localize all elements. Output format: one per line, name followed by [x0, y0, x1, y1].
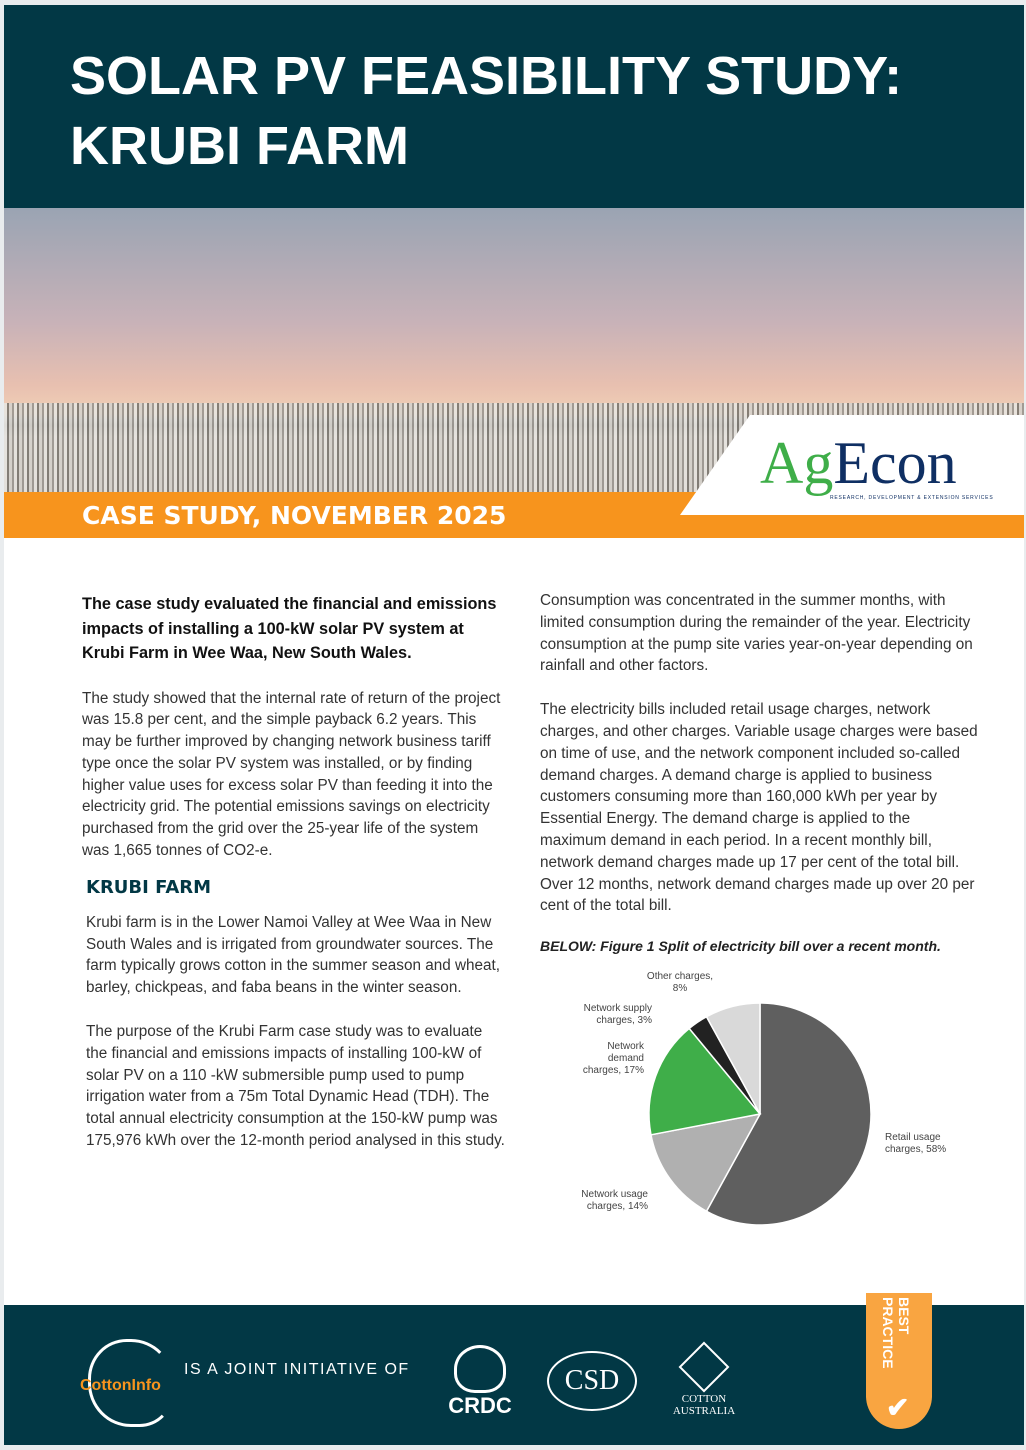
right-column: Consumption was concentrated in the summ… [540, 590, 980, 1235]
paragraph: The study showed that the internal rate … [82, 689, 501, 860]
pie-label: Network supply charges, 3% [584, 1003, 652, 1026]
page-title: SOLAR PV FEASIBILITY STUDY: KRUBI FARM [70, 46, 903, 176]
figure-caption: BELOW: Figure 1 Split of electricity bil… [540, 938, 941, 955]
left-column: The case study evaluated the financial a… [82, 592, 507, 1174]
paragraph: Consumption was concentrated in the summ… [540, 592, 973, 675]
best-practice-ribbon: BEST PRACTICE ✔ [866, 1293, 932, 1429]
cotton-australia-logo: COTTON AUSTRALIA [664, 1341, 744, 1417]
cottoninfo-logo [88, 1339, 174, 1427]
header: SOLAR PV FEASIBILITY STUDY: KRUBI FARM [4, 5, 1024, 208]
pie-label: Network usage charges, 14% [581, 1189, 648, 1212]
footer: CottonInfo IS A JOINT INITIATIVE OF CRDC… [4, 1293, 1024, 1445]
pie-chart: Retail usage charges, 58% Network usage cha… [581, 971, 946, 1226]
pie-label: Network demand charges, 17% [583, 1041, 645, 1076]
section-heading: KRUBI FARM [86, 876, 212, 898]
checkmark-icon: ✔ [886, 1392, 910, 1423]
paragraph: The purpose of the Krubi Farm case study… [86, 1023, 505, 1150]
lead-paragraph: The case study evaluated the financial a… [82, 595, 497, 662]
page: SOLAR PV FEASIBILITY STUDY: KRUBI FARM C… [4, 5, 1024, 1445]
pie-label: Retail usage charges, 58% [885, 1132, 946, 1155]
agecon-logo: AgEcon RESEARCH, DEVELOPMENT & EXTENSION… [680, 415, 1024, 515]
joint-initiative-text: IS A JOINT INITIATIVE OF [184, 1361, 410, 1378]
csd-logo: CSD [547, 1351, 637, 1411]
pie-slice [705, 1002, 872, 1226]
crdc-logo: CRDC [440, 1345, 520, 1419]
pie-slice [650, 1113, 762, 1213]
case-study-label: CASE STUDY, NOVEMBER 2025 [82, 501, 507, 530]
paragraph: Krubi farm is in the Lower Namoi Valley … [86, 913, 501, 997]
pie-slice [705, 1002, 761, 1115]
pie-label: Other charges, 8% [647, 971, 713, 994]
pie-slice [648, 1027, 762, 1136]
paragraph: The electricity bills included retail us… [540, 701, 978, 915]
